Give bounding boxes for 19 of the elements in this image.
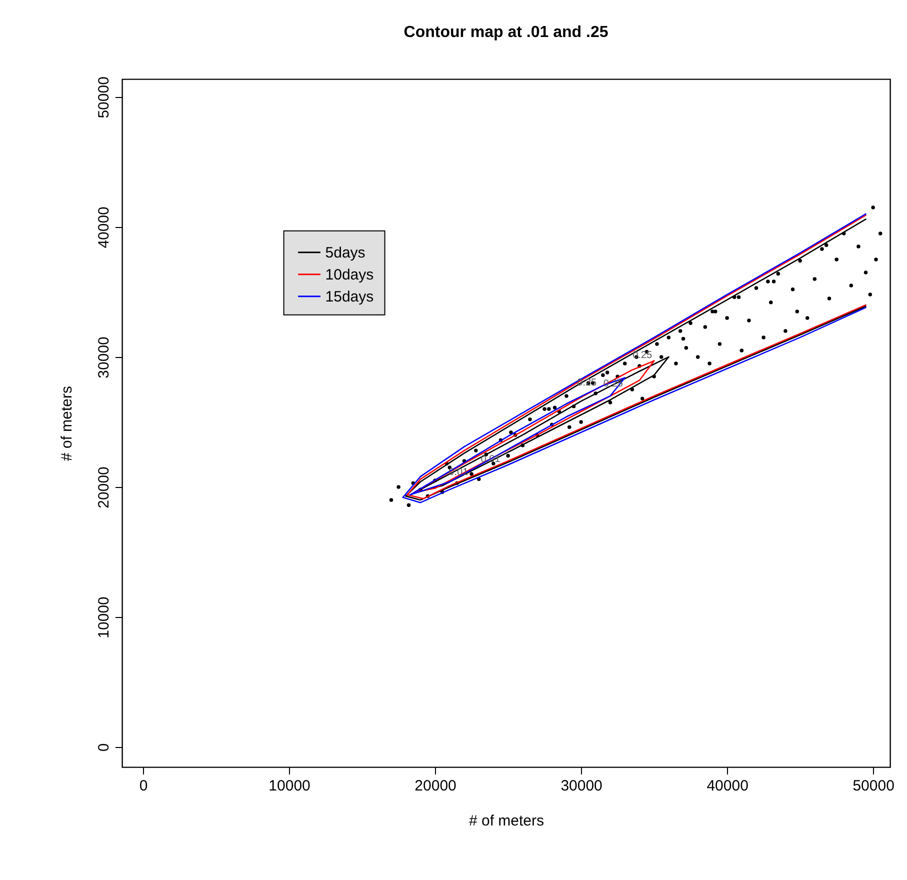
x-tick-label: 0 bbox=[139, 778, 148, 794]
y-tick-label: 10000 bbox=[96, 596, 112, 638]
y-tick-label: 0 bbox=[96, 743, 112, 752]
legend-label: 10days bbox=[325, 266, 374, 284]
legend-label: 15days bbox=[325, 288, 374, 306]
x-tick-label: 30000 bbox=[560, 778, 602, 794]
x-tick-label: 40000 bbox=[706, 778, 748, 794]
y-tick-label: 30000 bbox=[96, 336, 112, 378]
annotation: 0.25 bbox=[632, 350, 653, 362]
x-axis-title: # of meters bbox=[468, 812, 544, 830]
x-tick-label: 20000 bbox=[414, 778, 456, 794]
y-axis-title: # of meters bbox=[58, 386, 76, 462]
x-tick-label: 50000 bbox=[852, 778, 894, 794]
y-tick-label: 20000 bbox=[96, 466, 112, 508]
y-tick-label: 50000 bbox=[96, 76, 112, 118]
legend-label: 5days bbox=[325, 244, 366, 262]
y-tick-label: 40000 bbox=[96, 206, 112, 248]
x-tick-label: 10000 bbox=[268, 778, 310, 794]
chart-title: Contour map at .01 and .25 bbox=[404, 24, 608, 42]
